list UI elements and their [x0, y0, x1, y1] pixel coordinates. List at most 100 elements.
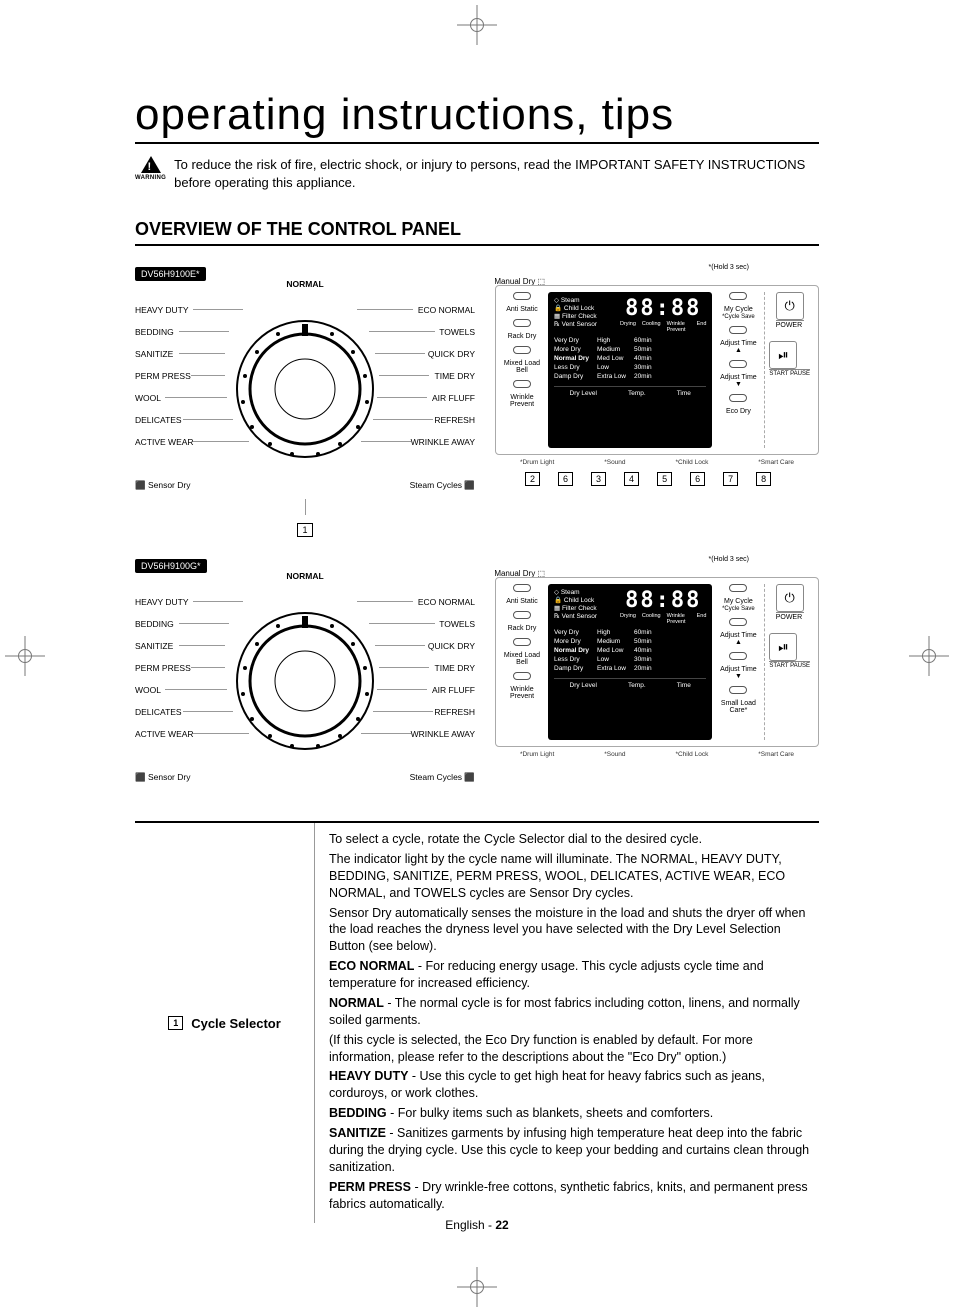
dial-label: PERM PRESS: [135, 371, 191, 381]
option-button-icon: [513, 346, 531, 354]
dial-label: SANITIZE: [135, 349, 173, 359]
dial-icon: [230, 606, 380, 756]
option-label: Adjust Time ▲: [716, 632, 760, 646]
dial-label: AIR FLUFF: [432, 393, 475, 403]
registration-mark-icon: [457, 1267, 497, 1307]
dial-label: DELICATES: [135, 415, 182, 425]
desc-text: BEDDING - For bulky items such as blanke…: [329, 1105, 811, 1122]
control-panel: Anti Static Rack Dry Mixed Load Bell Wri…: [495, 285, 819, 455]
status-label: ℞ Vent Sensor: [554, 320, 612, 328]
steam-cycles-label: Steam Cycles ⬛: [410, 772, 475, 783]
time-display: 88:88: [620, 588, 706, 613]
temp-column: HighMediumMed LowLowExtra Low: [597, 629, 626, 672]
option-button-icon: [729, 326, 747, 334]
sensor-dry-label: ⬛ Sensor Dry: [135, 480, 190, 491]
below-labels: *Drum Light *Sound *Child Lock *Smart Ca…: [495, 459, 819, 466]
dial-label: TIME DRY: [435, 371, 475, 381]
callout-1: 1: [135, 499, 475, 538]
option-label: Mixed Load Bell: [500, 652, 544, 666]
option-button-icon: [513, 584, 531, 592]
start-pause-label: START PAUSE: [769, 661, 810, 669]
power-column: ⏻ POWER ⏯ START PAUSE: [764, 292, 814, 448]
warning-icon: WARNING: [135, 156, 166, 182]
status-label: ℞ Vent Sensor: [554, 612, 612, 620]
dial-label: QUICK DRY: [428, 641, 475, 651]
dial-label: AIR FLUFF: [432, 685, 475, 695]
option-button-icon: [729, 360, 747, 368]
start-pause-icon: ⏯: [769, 341, 797, 369]
option-label: Mixed Load Bell: [500, 360, 544, 374]
start-pause-icon: ⏯: [769, 633, 797, 661]
desc-text: ECO NORMAL - For reducing energy usage. …: [329, 958, 811, 992]
dial-label: BEDDING: [135, 619, 174, 629]
option-label: Anti Static: [506, 306, 538, 313]
option-label: Small Load Care*: [716, 700, 760, 714]
hold-note: *(Hold 3 sec): [495, 264, 819, 271]
option-button-icon: [729, 652, 747, 660]
registration-mark-icon: [457, 5, 497, 45]
option-button-icon: [729, 686, 747, 694]
desc-title: Cycle Selector: [191, 1016, 281, 1031]
dial-label: BEDDING: [135, 327, 174, 337]
cycle-dial: Manual Dry ⬚ NORMAL HEAVY DUTY BEDDING S…: [135, 575, 475, 795]
page-title: operating instructions, tips: [135, 90, 819, 144]
progress-labels: DryingCoolingWrinkle PreventEnd: [620, 613, 706, 625]
dial-label: ACTIVE WEAR: [135, 437, 194, 447]
dial-label: REFRESH: [434, 415, 475, 425]
option-label: Eco Dry: [726, 408, 751, 415]
start-pause-label: START PAUSE: [769, 369, 810, 377]
steam-cycles-label: Steam Cycles ⬛: [410, 480, 475, 491]
model-row-2: DV56H9100G* Manual Dry ⬚ NORMAL HEAVY DU…: [135, 556, 819, 795]
control-panel: Anti Static Rack Dry Mixed Load Bell Wri…: [495, 577, 819, 747]
dial-label: TOWELS: [439, 619, 475, 629]
dial-label: WRINKLE AWAY: [411, 729, 475, 739]
callout-number: 1: [168, 1016, 183, 1030]
dry-level-column: Very DryMore Dry Normal Dry Less DryDamp…: [554, 337, 589, 380]
display-panel: ◇ Steam 🔒 Child Lock ▦ Filter Check ℞ Ve…: [548, 292, 712, 448]
option-button-icon: [513, 380, 531, 388]
option-button-icon: [513, 672, 531, 680]
cycle-dial: Manual Dry ⬚ NORMAL HEAVY DUTY BEDDING S…: [135, 283, 475, 503]
dial-label: TIME DRY: [435, 663, 475, 673]
option-button-icon: [729, 618, 747, 626]
option-button-icon: [513, 319, 531, 327]
dial-block: DV56H9100E* Manual Dry ⬚ NORMAL HEAVY DU…: [135, 264, 475, 538]
dial-label: ACTIVE WEAR: [135, 729, 194, 739]
section-heading: OVERVIEW OF THE CONTROL PANEL: [135, 219, 819, 246]
status-label: ▦ Filter Check: [554, 604, 612, 612]
option-button-icon: [513, 638, 531, 646]
option-label: Rack Dry: [508, 625, 537, 632]
control-panel-block: *(Hold 3 sec) Anti Static Rack Dry Mixed…: [495, 264, 819, 538]
power-label: POWER: [776, 320, 804, 329]
warning-row: WARNING To reduce the risk of fire, elec…: [135, 156, 819, 191]
desc-text: Sensor Dry automatically senses the mois…: [329, 905, 811, 956]
option-label: Adjust Time ▲: [716, 340, 760, 354]
below-labels: *Drum Light *Sound *Child Lock *Smart Ca…: [495, 751, 819, 758]
power-icon: ⏻: [776, 292, 804, 320]
power-icon: ⏻: [776, 584, 804, 612]
option-button-icon: [729, 584, 747, 592]
desc-text: NORMAL - The normal cycle is for most fa…: [329, 995, 811, 1029]
temp-column: HighMediumMed LowLowExtra Low: [597, 337, 626, 380]
adjust-column: My Cycle*Cycle Save Adjust Time ▲ Adjust…: [716, 292, 760, 448]
desc-text: SANITIZE - Sanitizes garments by infusin…: [329, 1125, 811, 1176]
option-button-icon: [513, 292, 531, 300]
sensor-dry-label: ⬛ Sensor Dry: [135, 772, 190, 783]
option-label: My Cycle*Cycle Save: [722, 598, 755, 612]
option-label: Rack Dry: [508, 333, 537, 340]
status-label: ▦ Filter Check: [554, 312, 612, 320]
dial-label: WOOL: [135, 393, 161, 403]
manual-page: operating instructions, tips WARNING To …: [0, 0, 954, 1312]
model-badge: DV56H9100G*: [135, 559, 207, 573]
display-panel: ◇ Steam 🔒 Child Lock ▦ Filter Check ℞ Ve…: [548, 584, 712, 740]
desc-text: To select a cycle, rotate the Cycle Sele…: [329, 831, 811, 848]
model-badge: DV56H9100E*: [135, 267, 206, 281]
registration-mark-icon: [909, 636, 949, 676]
option-button-icon: [729, 394, 747, 402]
options-column: Anti Static Rack Dry Mixed Load Bell Wri…: [500, 584, 544, 740]
options-column: Anti Static Rack Dry Mixed Load Bell Wri…: [500, 292, 544, 448]
registration-mark-icon: [5, 636, 45, 676]
dial-label: HEAVY DUTY: [135, 305, 189, 315]
option-button-icon: [513, 611, 531, 619]
dial-top-label: NORMAL: [286, 571, 323, 581]
